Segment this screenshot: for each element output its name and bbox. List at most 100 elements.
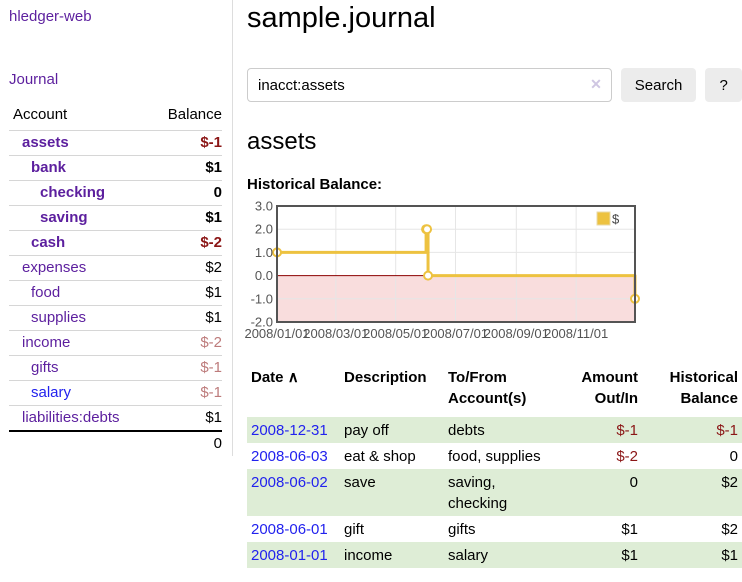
transactions-table: Date ∧ Description To/From Account(s) Am… — [247, 365, 742, 568]
transaction-row: 2008-06-01 gift gifts $1 $2 — [247, 516, 742, 542]
transaction-row: 2008-06-03 eat & shop food, supplies $-2 0 — [247, 443, 742, 469]
search-box: ✕ — [247, 68, 612, 102]
x-axis-label: 2008/05/01 — [363, 326, 428, 341]
transaction-accounts: saving, checking — [448, 473, 508, 512]
transaction-accounts: debts — [448, 421, 485, 439]
x-axis-label: 2008/03/01 — [303, 326, 368, 341]
transaction-description: eat & shop — [344, 447, 416, 465]
app-brand-link[interactable]: hledger-web — [9, 8, 92, 25]
transaction-description: gift — [344, 520, 365, 538]
clear-search-icon[interactable]: ✕ — [590, 76, 602, 92]
sidebar-account-link[interactable]: checking — [40, 184, 106, 201]
transaction-accounts: food, supplies — [448, 447, 541, 465]
x-axis-label: 2008/01/01 — [244, 326, 309, 341]
account-row: income $-2 — [9, 330, 222, 356]
x-axis-label: 2008/11/01 — [544, 326, 608, 341]
transaction-amount: $1 — [621, 546, 638, 564]
transaction-date-link[interactable]: 2008-01-01 — [251, 546, 328, 564]
column-header-date[interactable]: Date ∧ — [251, 369, 299, 386]
transaction-date-link[interactable]: 2008-06-02 — [251, 473, 328, 491]
transaction-description: save — [344, 473, 376, 491]
transaction-date-link[interactable]: 2008-06-01 — [251, 520, 328, 538]
account-balance: $-1 — [148, 380, 222, 406]
main-content: sample.journal ✕ Search ? assets Histori… — [244, 0, 742, 568]
account-row: liabilities:debts $1 — [9, 405, 222, 431]
sidebar-account-link[interactable]: salary — [31, 384, 72, 401]
help-button[interactable]: ? — [705, 68, 742, 102]
account-row: assets $-1 — [9, 130, 222, 156]
transaction-date-link[interactable]: 2008-06-03 — [251, 447, 328, 465]
transaction-row: 2008-06-02 save saving, checking 0 $2 — [247, 469, 742, 516]
search-form: ✕ Search ? — [247, 68, 742, 102]
account-row: food $1 — [9, 280, 222, 306]
sidebar-account-link[interactable]: expenses — [22, 259, 87, 276]
sidebar-account-link[interactable]: liabilities:debts — [22, 409, 120, 426]
column-header-balance: Historical Balance — [669, 369, 738, 407]
account-row: saving $1 — [9, 205, 222, 231]
sidebar-account-link[interactable]: cash — [31, 234, 66, 251]
account-balance: $-2 — [148, 330, 222, 356]
transaction-balance: $2 — [721, 473, 738, 491]
x-axis-label: 2008/07/01 — [423, 326, 488, 341]
y-axis-label: 2.0 — [255, 222, 273, 237]
sidebar-account-link[interactable]: income — [22, 334, 71, 351]
column-header-accounts: To/From Account(s) — [448, 369, 527, 407]
y-axis-label: -1.0 — [251, 291, 273, 306]
sidebar-account-link[interactable]: assets — [22, 134, 69, 151]
account-row: salary $-1 — [9, 380, 222, 406]
legend-swatch-icon — [596, 211, 611, 226]
account-row: gifts $-1 — [9, 355, 222, 381]
historical-balance-chart: $3.0 2.0 1.0 0.0 -1.0 -2.0 2008/01/01 2008/03/0… — [244, 199, 640, 343]
sidebar-account-link[interactable]: saving — [40, 209, 88, 226]
transaction-amount: $1 — [621, 520, 638, 538]
search-input[interactable] — [247, 68, 612, 102]
accounts-total-value: 0 — [148, 430, 222, 456]
y-axis-label: 0.0 — [255, 268, 273, 283]
chart-svg: $3.0 2.0 1.0 0.0 -1.0 -2.02008/01/012008/03/0… — [244, 199, 640, 341]
transaction-balance: $-1 — [716, 421, 738, 439]
column-header-amount: Amount Out/In — [581, 369, 638, 407]
search-button[interactable]: Search — [620, 68, 697, 102]
account-balance: $2 — [148, 255, 222, 281]
account-row: expenses $2 — [9, 255, 222, 281]
account-balance: $1 — [148, 405, 222, 431]
column-header-description: Description — [344, 369, 427, 386]
page-title: sample.journal — [247, 2, 436, 34]
transaction-row: 2008-01-01 income salary $1 $1 — [247, 542, 742, 568]
chart-point — [423, 270, 434, 281]
transaction-amount: $-1 — [616, 421, 638, 439]
accounts-table: Account Balance assets $-1 bank $1 checking 0… — [9, 102, 222, 456]
transaction-description: income — [344, 546, 393, 564]
sidebar-account-link[interactable]: supplies — [31, 309, 87, 326]
sidebar-account-link[interactable]: bank — [31, 159, 67, 176]
account-balance: $1 — [148, 205, 222, 231]
y-axis-label: -2.0 — [251, 315, 273, 330]
sidebar: hledger-web Journal Account Balance asse… — [0, 0, 233, 456]
sidebar-account-link[interactable]: gifts — [31, 359, 59, 376]
transaction-row: 2008-12-31 pay off debts $-1 $-1 — [247, 417, 742, 443]
sidebar-account-link[interactable]: food — [31, 284, 61, 301]
transaction-accounts: salary — [448, 546, 489, 564]
sort-ascending-icon: ∧ — [287, 369, 299, 386]
accounts-column-balance: Balance — [167, 106, 222, 123]
account-row: checking 0 — [9, 180, 222, 206]
chart-label: Historical Balance: — [247, 176, 383, 193]
nav-journal-link[interactable]: Journal — [9, 71, 59, 88]
account-balance: $-1 — [148, 355, 222, 381]
transaction-accounts: gifts — [448, 520, 476, 538]
transaction-balance: $2 — [721, 520, 738, 538]
chart-point — [422, 224, 433, 235]
account-balance: $-1 — [148, 130, 222, 156]
legend-label: $ — [612, 212, 620, 227]
transaction-balance: $1 — [721, 546, 738, 564]
account-balance: 0 — [148, 180, 222, 206]
account-row: supplies $1 — [9, 305, 222, 331]
transaction-description: pay off — [344, 421, 389, 439]
account-row: bank $1 — [9, 155, 222, 181]
account-balance: $1 — [148, 305, 222, 331]
y-axis-label: 1.0 — [255, 245, 273, 260]
account-heading: assets — [247, 128, 317, 155]
account-balance: $1 — [148, 155, 222, 181]
transaction-date-link[interactable]: 2008-12-31 — [251, 421, 328, 439]
chart-border — [276, 205, 636, 323]
